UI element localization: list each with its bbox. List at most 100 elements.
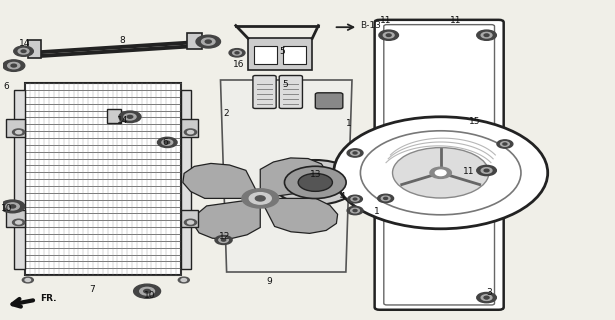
Circle shape bbox=[127, 116, 133, 118]
Circle shape bbox=[215, 236, 232, 244]
Circle shape bbox=[178, 277, 189, 283]
Text: FR.: FR. bbox=[40, 294, 57, 303]
Circle shape bbox=[481, 295, 492, 300]
Circle shape bbox=[353, 210, 357, 212]
Text: 11: 11 bbox=[380, 16, 391, 25]
Text: 2: 2 bbox=[224, 109, 229, 118]
Circle shape bbox=[162, 140, 173, 145]
Bar bbox=[181, 119, 198, 137]
Circle shape bbox=[184, 219, 197, 226]
Circle shape bbox=[482, 295, 491, 300]
Circle shape bbox=[481, 32, 492, 38]
Text: 7: 7 bbox=[89, 285, 95, 294]
Circle shape bbox=[15, 221, 22, 224]
Circle shape bbox=[383, 32, 394, 38]
Bar bbox=[187, 33, 202, 49]
Circle shape bbox=[221, 239, 226, 241]
Circle shape bbox=[484, 169, 489, 172]
Circle shape bbox=[1, 200, 25, 213]
Bar bbox=[25, 83, 181, 275]
Bar bbox=[248, 38, 312, 70]
Bar bbox=[28, 40, 41, 58]
Circle shape bbox=[9, 205, 15, 208]
Circle shape bbox=[249, 193, 271, 204]
Circle shape bbox=[392, 148, 489, 198]
Text: 5: 5 bbox=[279, 47, 285, 56]
Circle shape bbox=[477, 30, 496, 40]
Text: 14: 14 bbox=[117, 116, 129, 124]
Circle shape bbox=[378, 194, 394, 203]
Circle shape bbox=[188, 131, 194, 134]
Circle shape bbox=[140, 287, 154, 295]
Circle shape bbox=[347, 195, 362, 203]
Circle shape bbox=[229, 49, 245, 57]
Text: 8: 8 bbox=[120, 36, 125, 45]
Circle shape bbox=[242, 189, 279, 208]
Circle shape bbox=[144, 290, 151, 293]
Circle shape bbox=[235, 52, 239, 54]
Text: 10: 10 bbox=[145, 292, 156, 300]
Text: 1: 1 bbox=[373, 207, 379, 216]
Circle shape bbox=[272, 160, 358, 205]
Circle shape bbox=[255, 196, 265, 201]
Circle shape bbox=[232, 51, 241, 55]
Circle shape bbox=[14, 46, 33, 56]
Circle shape bbox=[202, 38, 215, 45]
Text: 9: 9 bbox=[266, 277, 272, 286]
Bar bbox=[14, 90, 25, 269]
Circle shape bbox=[501, 142, 509, 146]
Circle shape bbox=[165, 141, 170, 144]
Text: 15: 15 bbox=[469, 117, 480, 126]
Circle shape bbox=[384, 197, 387, 199]
Circle shape bbox=[484, 34, 489, 36]
Circle shape bbox=[15, 131, 22, 134]
FancyBboxPatch shape bbox=[279, 76, 303, 108]
Bar bbox=[108, 109, 121, 123]
Circle shape bbox=[484, 296, 489, 299]
Circle shape bbox=[2, 60, 25, 71]
Circle shape bbox=[119, 111, 141, 123]
Circle shape bbox=[353, 152, 357, 154]
Circle shape bbox=[353, 198, 357, 200]
Circle shape bbox=[298, 173, 333, 191]
Circle shape bbox=[21, 50, 26, 52]
Circle shape bbox=[477, 292, 496, 303]
Circle shape bbox=[219, 237, 228, 243]
Circle shape bbox=[347, 149, 363, 157]
Bar bbox=[181, 210, 198, 227]
Polygon shape bbox=[264, 198, 338, 233]
Circle shape bbox=[334, 117, 548, 229]
Circle shape bbox=[6, 203, 19, 210]
Circle shape bbox=[285, 166, 346, 198]
Circle shape bbox=[22, 277, 33, 283]
Polygon shape bbox=[193, 200, 260, 239]
Circle shape bbox=[157, 137, 177, 148]
Circle shape bbox=[25, 278, 31, 282]
Text: 12: 12 bbox=[219, 232, 231, 241]
Circle shape bbox=[386, 34, 391, 36]
Circle shape bbox=[18, 48, 29, 54]
FancyBboxPatch shape bbox=[384, 25, 494, 305]
Circle shape bbox=[381, 196, 390, 201]
Circle shape bbox=[196, 35, 221, 48]
Circle shape bbox=[347, 206, 363, 215]
Circle shape bbox=[12, 219, 25, 226]
Text: 14: 14 bbox=[19, 39, 31, 48]
Text: 6: 6 bbox=[162, 138, 169, 147]
Text: 16: 16 bbox=[233, 60, 245, 68]
Bar bbox=[6, 119, 25, 137]
Text: 3: 3 bbox=[486, 288, 493, 297]
Polygon shape bbox=[183, 164, 256, 198]
Bar bbox=[181, 90, 191, 269]
Text: B-13: B-13 bbox=[360, 21, 381, 30]
Circle shape bbox=[379, 30, 399, 40]
Circle shape bbox=[477, 165, 496, 176]
Bar bbox=[255, 46, 277, 64]
Circle shape bbox=[435, 170, 446, 176]
Circle shape bbox=[124, 114, 136, 120]
Circle shape bbox=[351, 151, 359, 155]
Circle shape bbox=[188, 221, 194, 224]
Text: 5: 5 bbox=[282, 80, 288, 89]
Circle shape bbox=[351, 208, 359, 213]
Circle shape bbox=[205, 40, 212, 43]
